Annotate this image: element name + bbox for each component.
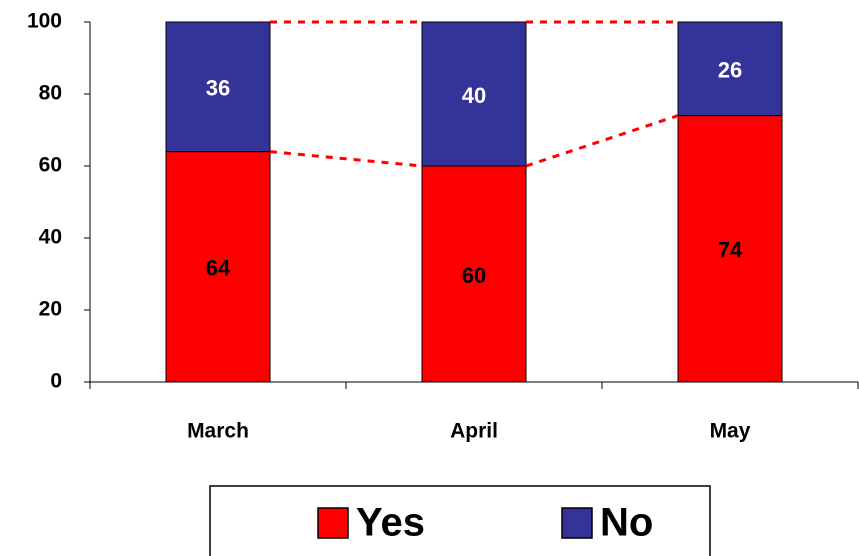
y-tick-label: 60 xyxy=(39,154,62,177)
data-label: 26 xyxy=(718,58,742,83)
series-line xyxy=(525,114,679,168)
y-tick-label: 0 xyxy=(50,370,62,393)
y-tick-label: 80 xyxy=(39,82,62,105)
legend-label: No xyxy=(600,501,653,545)
y-tick-label: 100 xyxy=(27,10,62,33)
series-line xyxy=(269,150,423,168)
bar-segment xyxy=(165,21,271,153)
data-label: 64 xyxy=(206,256,231,281)
legend-label: Yes xyxy=(356,501,425,545)
bar-segment xyxy=(677,21,783,117)
legend-box xyxy=(209,485,711,556)
x-tick-label: April xyxy=(450,420,498,443)
data-label: 40 xyxy=(462,83,486,108)
y-tick-label: 20 xyxy=(39,298,62,321)
legend-swatch xyxy=(317,507,349,539)
data-label: 74 xyxy=(718,238,743,263)
bar-segment xyxy=(421,21,527,167)
bar-segment xyxy=(677,115,783,383)
y-tick-label: 40 xyxy=(39,226,62,249)
x-tick-label: March xyxy=(187,420,249,443)
data-label: 36 xyxy=(206,76,230,101)
bar-segment xyxy=(165,151,271,383)
x-tick-label: May xyxy=(710,420,751,443)
data-label: 60 xyxy=(462,263,486,288)
legend-swatch xyxy=(561,507,593,539)
